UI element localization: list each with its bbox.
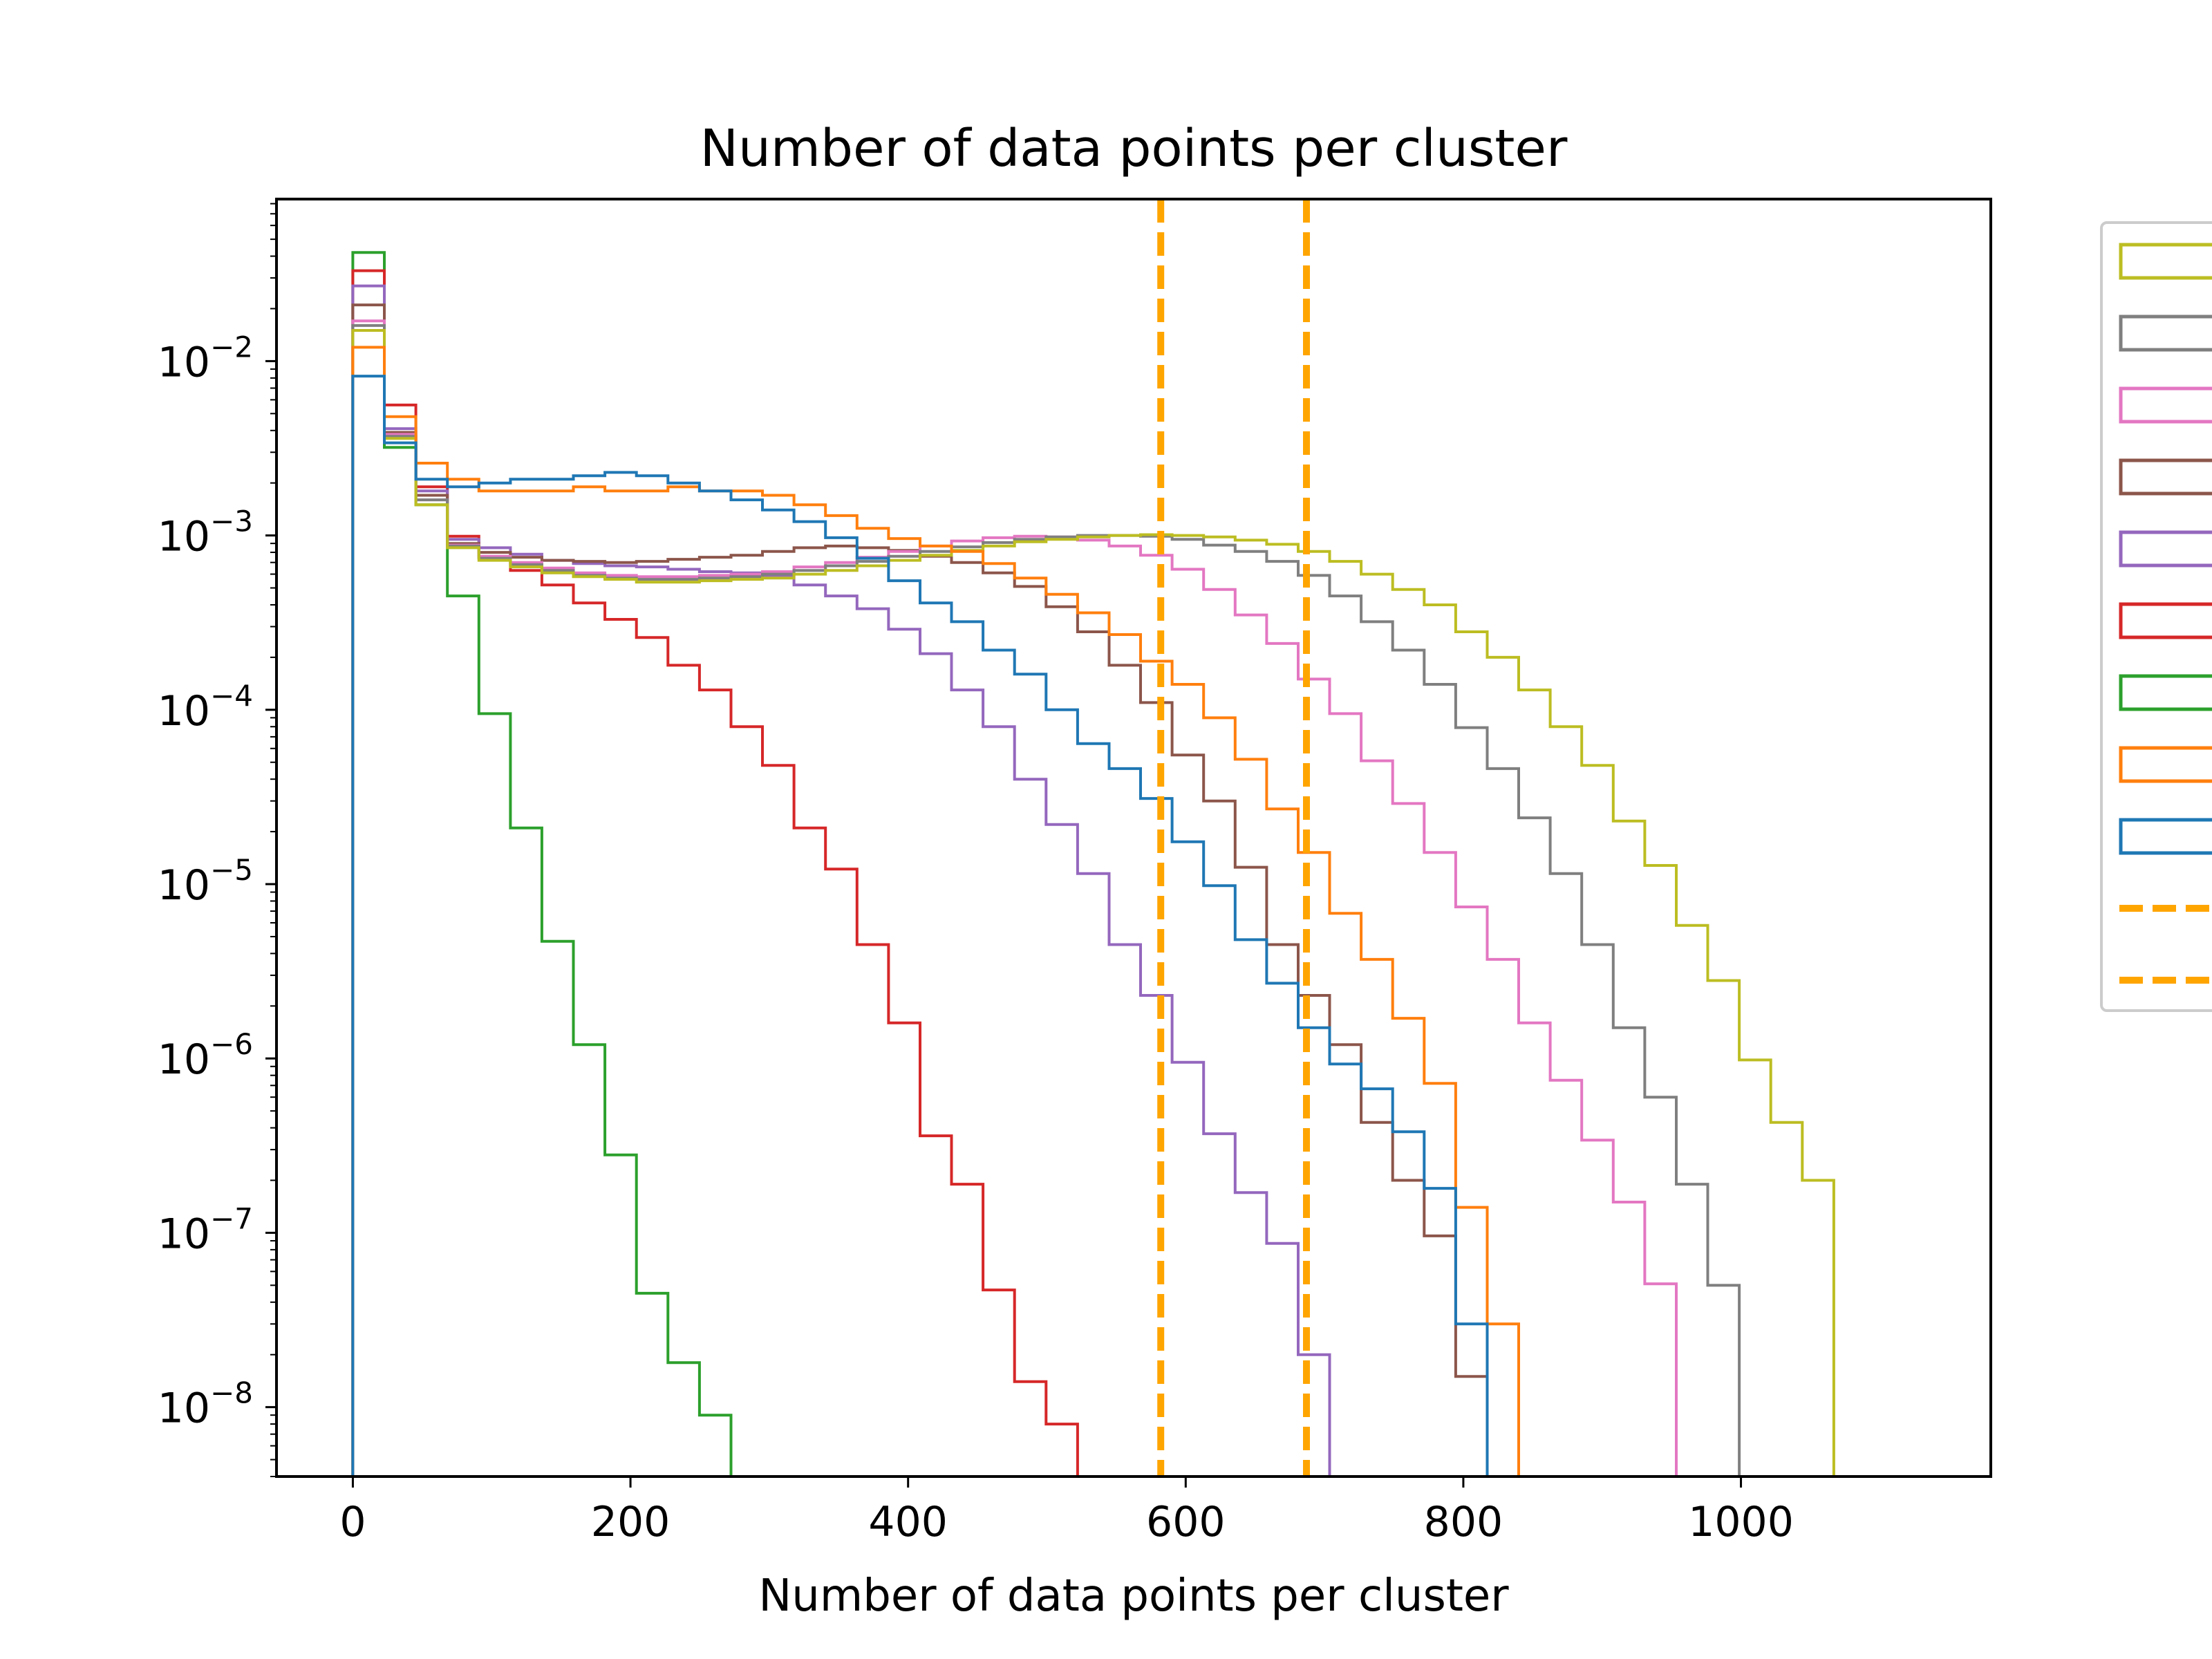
- y-tick-label-0: 10−2: [158, 330, 253, 386]
- plot-area: [351, 199, 1835, 1477]
- histogram-series-6: [351, 329, 1835, 1477]
- x-tick-label-0: 0: [339, 1498, 366, 1546]
- legend-box: [2100, 221, 2212, 1012]
- histogram-series-7: [351, 346, 1520, 1477]
- chart-title: Number of data points per cluster: [700, 119, 1568, 178]
- y-tick-label-5: 10−7: [158, 1201, 253, 1258]
- y-tick-label-4: 10−6: [158, 1027, 253, 1084]
- y-tick-label-2: 10−4: [158, 679, 253, 735]
- legend-swatch-3: [2119, 458, 2212, 496]
- x-tick-label-2: 400: [868, 1498, 948, 1546]
- axes-frame: [275, 198, 1992, 1478]
- histogram-series-4: [351, 319, 1678, 1477]
- histogram-series-8: [351, 375, 1489, 1477]
- legend-swatch-7: [2119, 746, 2212, 783]
- legend-swatch-8: [2119, 818, 2212, 855]
- x-tick-label-1: 200: [591, 1498, 671, 1546]
- x-tick-label-3: 600: [1146, 1498, 1226, 1546]
- legend-swatch-1: [2119, 315, 2212, 352]
- series-group: [351, 199, 1835, 1477]
- x-axis: 0 200 400 600 800 1000: [339, 1477, 1794, 1546]
- x-axis-label: Number of data points per cluster: [758, 1571, 1509, 1622]
- y-tick-label-6: 10−8: [158, 1376, 253, 1433]
- legend-swatch-6: [2119, 674, 2212, 711]
- y-axis: 10−2 10−3 10−4 10−5 10−6 10−7 10−8: [158, 203, 276, 1477]
- x-tick-label-4: 800: [1424, 1498, 1503, 1546]
- legend-swatch-4: [2119, 530, 2212, 568]
- legend: [2100, 221, 2212, 1012]
- legend-swatch-0: [2119, 243, 2212, 280]
- legend-swatch-2: [2119, 386, 2212, 424]
- x-tick-label-5: 1000: [1688, 1498, 1794, 1546]
- y-tick-label-3: 10−5: [158, 853, 253, 910]
- y-tick-label-1: 10−3: [158, 505, 253, 561]
- histogram-series-1: [351, 269, 1079, 1477]
- legend-swatch-5: [2119, 602, 2212, 639]
